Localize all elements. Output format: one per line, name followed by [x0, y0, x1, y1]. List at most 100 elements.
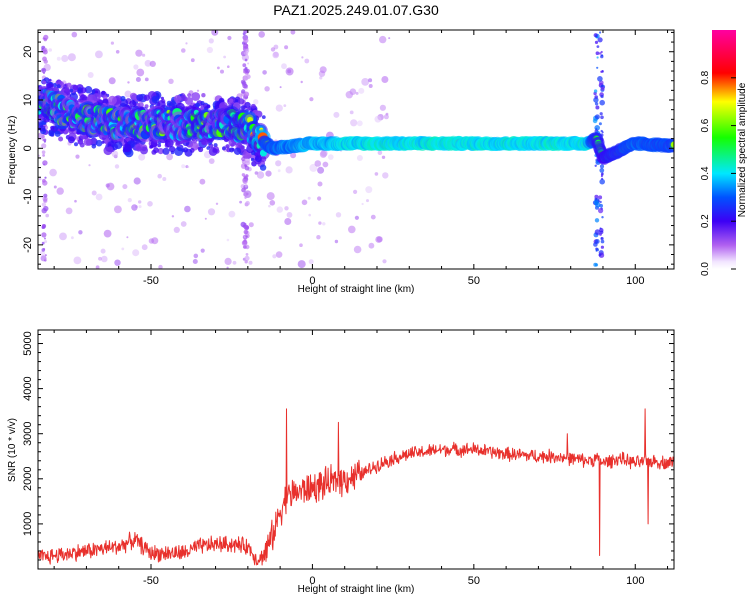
- snr-x-label: Height of straight line (km): [298, 584, 415, 595]
- spectrogram-streak: [243, 191, 248, 197]
- x-tick-label: -50: [143, 275, 159, 287]
- spectrogram-speckle: [49, 168, 57, 177]
- spectrogram-streak: [596, 56, 599, 59]
- spectrogram-cloud: [129, 92, 137, 100]
- spectrogram-speckle: [368, 78, 373, 83]
- spectrogram-streak: [42, 37, 45, 40]
- spectrogram-speckle: [361, 202, 364, 206]
- spectrogram-cloud: [173, 95, 182, 103]
- spectrogram-streak: [598, 52, 602, 55]
- spectrogram-streak: [595, 202, 601, 208]
- spectrogram-speckle: [345, 91, 353, 99]
- spectrogram-speckle: [168, 78, 174, 85]
- spectrogram-speckle: [232, 260, 237, 265]
- spectrogram-cloud: [64, 86, 70, 92]
- spectrogram-streak: [41, 226, 45, 229]
- spectrogram-streak: [594, 125, 600, 131]
- spectrogram-speckle: [114, 205, 122, 214]
- spectrogram-ridge: [670, 141, 674, 148]
- snr-frame: [37, 329, 675, 570]
- spectrogram-cloud: [50, 125, 55, 130]
- spectrogram-cloud: [160, 96, 164, 100]
- spectrogram-speckle: [200, 248, 205, 253]
- spectrogram-speckle: [196, 89, 200, 92]
- spectrogram-speckle: [126, 236, 129, 239]
- spectrogram-cloud: [208, 147, 218, 156]
- spectrogram-speckle: [149, 60, 156, 67]
- spectrogram-speckle: [322, 222, 326, 226]
- spectrogram-cloud: [250, 103, 256, 109]
- spectrogram-speckle: [181, 48, 186, 53]
- spectrogram-cloud: [136, 94, 144, 102]
- spectrogram-streak: [243, 30, 248, 34]
- x-tick-label: 0: [309, 275, 315, 287]
- spectrogram-streak: [595, 248, 600, 252]
- spectrogram-streak: [243, 229, 249, 235]
- spectrogram-speckle: [279, 86, 282, 89]
- spectrogram-speckle: [286, 212, 293, 218]
- spectrogram-speckle: [215, 202, 219, 205]
- spectrogram-streak: [242, 245, 246, 249]
- colorbar-tick-label: 0.8: [700, 70, 711, 84]
- spectrogram-streak: [244, 196, 247, 199]
- spectrogram-cloud: [206, 146, 210, 150]
- spectrogram-speckle: [350, 119, 358, 127]
- spectrogram-speckle: [374, 172, 379, 176]
- spectrogram-streak: [593, 97, 599, 103]
- spectrogram-streak: [599, 164, 605, 169]
- spectrogram-cloud: [261, 115, 266, 119]
- spectrogram-speckle: [135, 49, 143, 57]
- y-tick-label: 5000: [22, 331, 34, 355]
- spectrogram-speckle: [39, 250, 45, 257]
- spectrogram-speckle: [74, 199, 77, 203]
- spectrogram-speckle: [223, 55, 227, 59]
- spectrogram-streak: [595, 51, 600, 55]
- colorbar: 0.0 0.2 0.4 0.6 0.8 Normalized spectral ampl…: [700, 30, 748, 276]
- spectrogram-speckle: [275, 251, 283, 258]
- spectrogram-speckle: [285, 166, 293, 174]
- spectrogram-speckle: [147, 201, 153, 207]
- spectrogram-streak: [600, 239, 605, 244]
- spectrogram-cloud: [39, 125, 46, 132]
- spectrogram-speckle: [328, 154, 334, 160]
- spectrogram-streak: [598, 122, 602, 126]
- spectrogram-speckle: [314, 160, 322, 167]
- spectrogram-speckle: [71, 236, 74, 240]
- spectrogram-speckle: [131, 204, 138, 211]
- spectrogram-speckle: [61, 54, 69, 63]
- spectrogram-streak: [41, 143, 47, 149]
- spectrogram-speckle: [239, 200, 243, 204]
- spectrogram-speckle: [132, 249, 140, 257]
- spectrogram-cloud: [187, 93, 192, 98]
- spectrogram-cloud: [56, 84, 61, 89]
- y-tick-label: -20: [22, 237, 34, 253]
- spectrogram-cloud: [79, 142, 85, 148]
- spectrogram-speckle: [103, 229, 112, 238]
- spectrogram-speckle: [115, 50, 120, 54]
- spectrogram-speckle: [374, 115, 382, 123]
- spectrogram-streak: [599, 168, 605, 173]
- spectrogram-speckle: [184, 205, 191, 213]
- spectrogram-speckle: [114, 259, 121, 266]
- spectrogram-speckle: [334, 239, 339, 244]
- spectrogram-cloud: [185, 97, 193, 105]
- spectrogram-cloud: [54, 130, 61, 137]
- spectrogram-streak: [594, 218, 600, 223]
- spectrogram-cloud: [150, 144, 154, 149]
- spectrogram-streak: [594, 229, 601, 235]
- spectrogram-streak: [245, 235, 248, 238]
- spectrogram-streak: [600, 86, 605, 91]
- spectrogram-speckle: [319, 76, 323, 80]
- spectrogram-speckle: [317, 181, 323, 187]
- spectrogram-cloud: [66, 82, 72, 88]
- spectrogram-streak: [43, 140, 47, 143]
- spectrogram-cloud: [200, 101, 205, 106]
- spectrogram-streak: [44, 176, 47, 179]
- spectrogram-speckle: [248, 260, 253, 265]
- spectrogram-speckle: [98, 256, 102, 261]
- spectrogram-speckle: [388, 37, 391, 40]
- spectrogram-streak: [599, 203, 603, 208]
- spectrogram-cloud: [101, 90, 106, 95]
- colorbar-ticks: 0.0 0.2 0.4 0.6 0.8: [700, 70, 736, 276]
- spectrogram-streak: [244, 184, 248, 188]
